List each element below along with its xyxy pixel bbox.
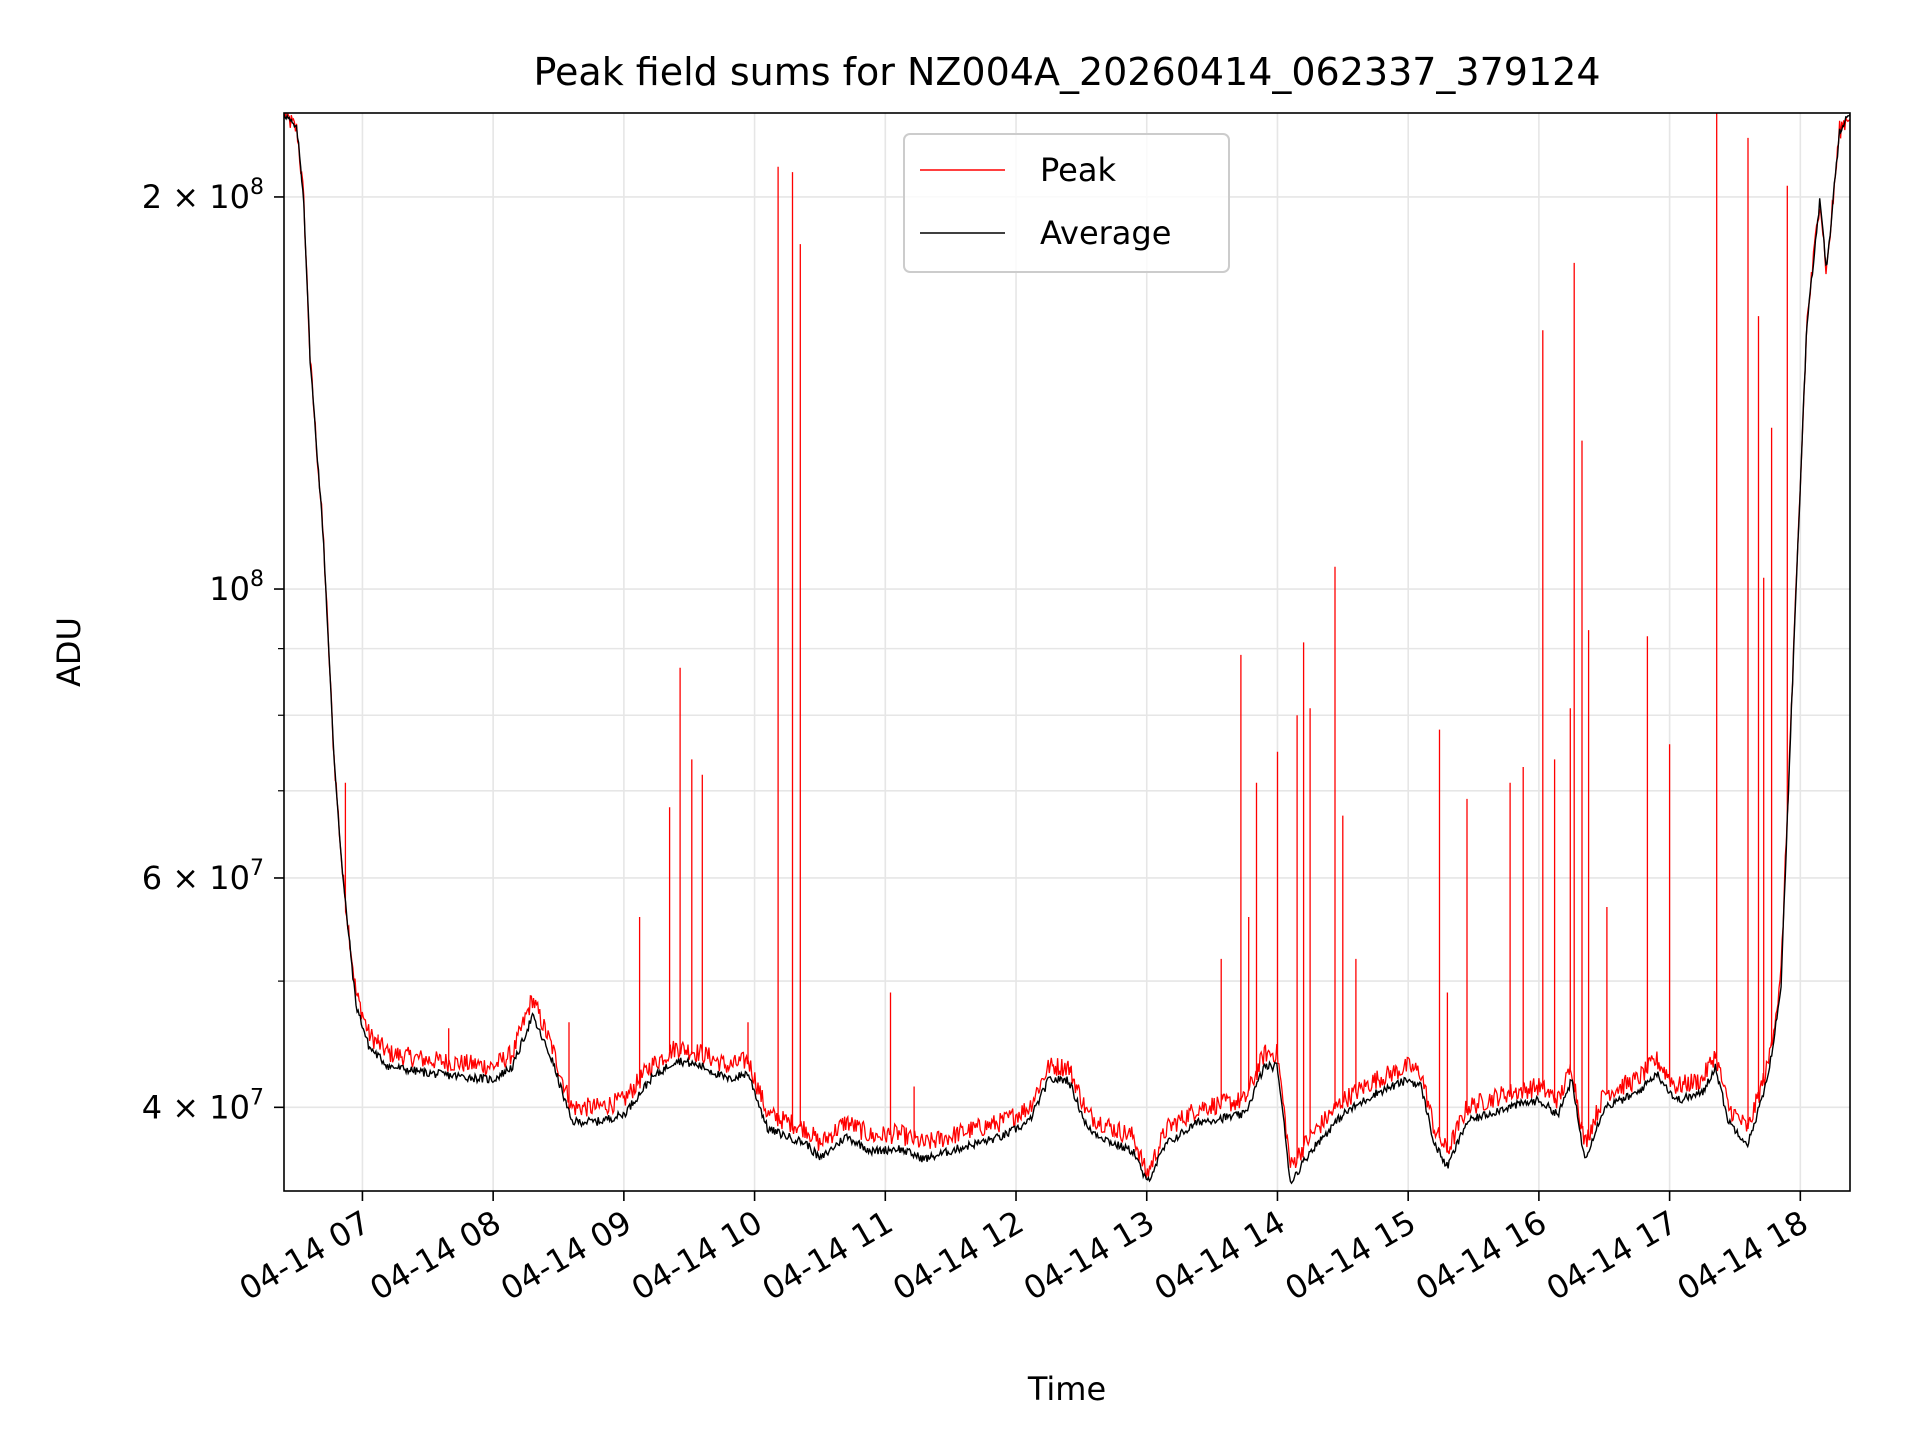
y-axis: 4 × 107 6 × 107 108 2 × 108 xyxy=(142,175,284,1126)
legend-box xyxy=(903,133,1230,273)
legend: Peak Average xyxy=(903,133,1230,273)
x-axis-label: Time xyxy=(1027,1370,1106,1408)
plot-frame xyxy=(283,112,1851,1192)
y-tick-label: 108 xyxy=(209,567,264,608)
chart-title: Peak field sums for NZ004A_20260414_0623… xyxy=(533,50,1600,94)
y-tick-label: 4 × 107 xyxy=(142,1085,264,1126)
legend-peak-label: Peak xyxy=(1040,151,1116,189)
y-tick-label: 2 × 108 xyxy=(142,175,264,216)
average-series-line xyxy=(284,113,1850,1185)
y-tick-label: 6 × 107 xyxy=(142,856,264,897)
plot-area xyxy=(284,113,1850,1185)
y-axis-label: ADU xyxy=(50,617,88,687)
peak-series-line xyxy=(284,113,1850,1178)
legend-average-label: Average xyxy=(1040,214,1171,252)
